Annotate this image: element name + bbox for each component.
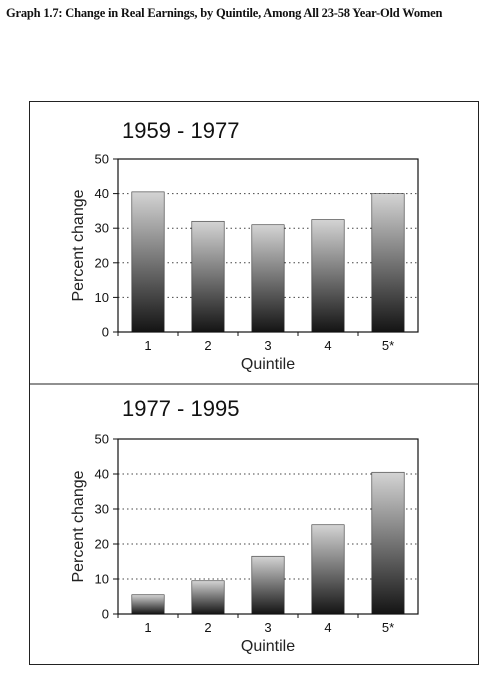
y-axis-label: Percent change: [70, 470, 87, 582]
bar: [251, 555, 285, 615]
x-tick-label: 1: [144, 338, 151, 353]
x-tick-label: 5*: [382, 338, 394, 353]
bar: [311, 524, 345, 615]
y-tick-label: 40: [95, 186, 109, 201]
y-tick-label: 20: [95, 537, 109, 552]
y-tick-label: 0: [102, 607, 109, 622]
graph-title: Graph 1.7: Change in Real Earnings, by Q…: [6, 6, 443, 20]
bar: [371, 193, 405, 333]
x-tick-label: 4: [324, 620, 331, 635]
x-tick-label: 5*: [382, 620, 394, 635]
y-tick-label: 30: [95, 502, 109, 517]
plot-area-frame: [117, 438, 419, 615]
x-axis-label: Quintile: [241, 638, 295, 655]
y-tick-label: 30: [95, 221, 109, 236]
plot-area-frame: [117, 158, 419, 333]
panel-title: 1959 - 1977: [122, 118, 239, 143]
x-tick-label: 2: [204, 338, 211, 353]
x-tick-label: 3: [264, 338, 271, 353]
y-tick-label: 10: [95, 572, 109, 587]
bar: [191, 580, 225, 615]
y-tick-label: 50: [95, 152, 109, 167]
y-tick-label: 0: [102, 325, 109, 340]
x-axis-label: Quintile: [241, 356, 295, 373]
x-tick-label: 1: [144, 620, 151, 635]
bar: [371, 471, 405, 615]
bar: [131, 191, 165, 333]
y-tick-label: 50: [95, 432, 109, 447]
bar: [251, 224, 285, 333]
x-tick-label: 4: [324, 338, 331, 353]
y-tick-label: 40: [95, 467, 109, 482]
y-tick-label: 10: [95, 290, 109, 305]
panel-title: 1977 - 1995: [122, 396, 239, 421]
y-axis-label: Percent change: [70, 189, 87, 301]
bar: [311, 219, 345, 333]
y-tick-label: 20: [95, 255, 109, 270]
x-tick-label: 2: [204, 620, 211, 635]
bar: [131, 594, 165, 615]
x-tick-label: 3: [264, 620, 271, 635]
bar: [191, 220, 225, 333]
